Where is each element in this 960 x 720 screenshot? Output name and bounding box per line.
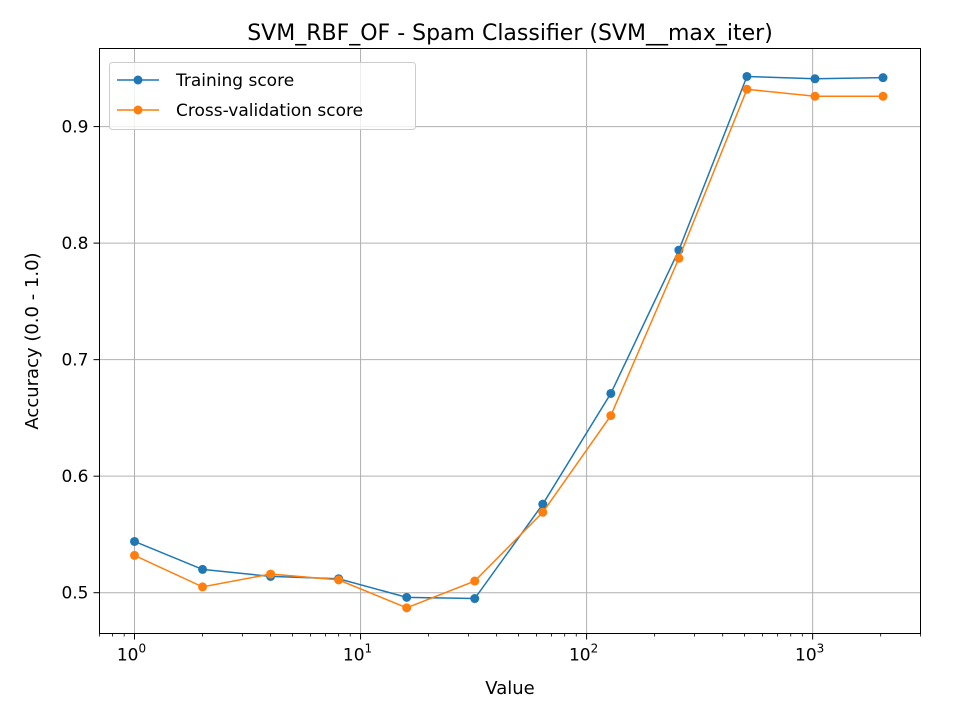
y-axis-label: Accuracy (0.0 - 1.0) (22, 252, 43, 429)
data-point-series-0 (538, 499, 548, 509)
plot-area-frame (99, 48, 921, 634)
data-point-series-1 (810, 91, 820, 101)
legend-entry-cross-validation: Cross-validation score (117, 101, 363, 121)
data-point-series-0 (606, 388, 616, 398)
data-point-series-1 (334, 575, 344, 585)
x-tick-label: 103 (795, 642, 824, 666)
data-point-series-0 (810, 74, 820, 84)
chart-title: SVM_RBF_OF - Spam Classifier (SVM__max_i… (247, 21, 773, 46)
series-line-1 (134, 88, 884, 609)
data-point-series-0 (742, 71, 752, 81)
data-point-series-1 (130, 550, 140, 560)
data-point-series-0 (198, 564, 208, 574)
legend-marker-training (133, 75, 143, 85)
data-point-series-1 (470, 576, 480, 586)
data-point-series-1 (606, 411, 616, 421)
data-point-series-1 (402, 603, 412, 613)
data-point-series-1 (198, 582, 208, 592)
legend: Training score Cross-validation score (109, 62, 416, 130)
legend-entry-training: Training score (117, 71, 294, 91)
x-axis-ticks: 100 101 102 103 (117, 633, 824, 666)
y-tick-label: 0.6 (61, 467, 88, 487)
legend-label-cross-validation: Cross-validation score (176, 101, 363, 121)
y-tick-label: 0.5 (61, 584, 88, 604)
y-tick-label: 0.7 (61, 351, 88, 371)
data-point-series-1 (266, 569, 276, 579)
data-point-series-0 (470, 594, 480, 604)
y-tick-label: 0.9 (61, 118, 88, 138)
data-point-series-1 (878, 91, 888, 101)
x-minor-ticks (99, 633, 921, 637)
x-tick-label: 102 (569, 642, 598, 666)
data-point-series-1 (538, 507, 548, 517)
data-point-series-1 (674, 253, 684, 263)
y-tick-label: 0.8 (61, 234, 88, 254)
x-axis-label: Value (485, 678, 534, 699)
data-point-series-0 (130, 536, 140, 546)
x-tick-label: 100 (117, 642, 146, 666)
legend-label-training: Training score (175, 71, 294, 91)
x-tick-label: 101 (343, 642, 372, 666)
legend-box (109, 62, 416, 130)
data-point-series-0 (878, 73, 888, 83)
y-axis-ticks: 0.5 0.6 0.7 0.8 0.9 (61, 118, 100, 604)
series-line-0 (134, 75, 884, 600)
data-point-series-0 (402, 592, 412, 602)
series-lines (130, 71, 888, 613)
data-point-series-1 (742, 84, 752, 94)
legend-marker-cross-validation (133, 105, 143, 115)
